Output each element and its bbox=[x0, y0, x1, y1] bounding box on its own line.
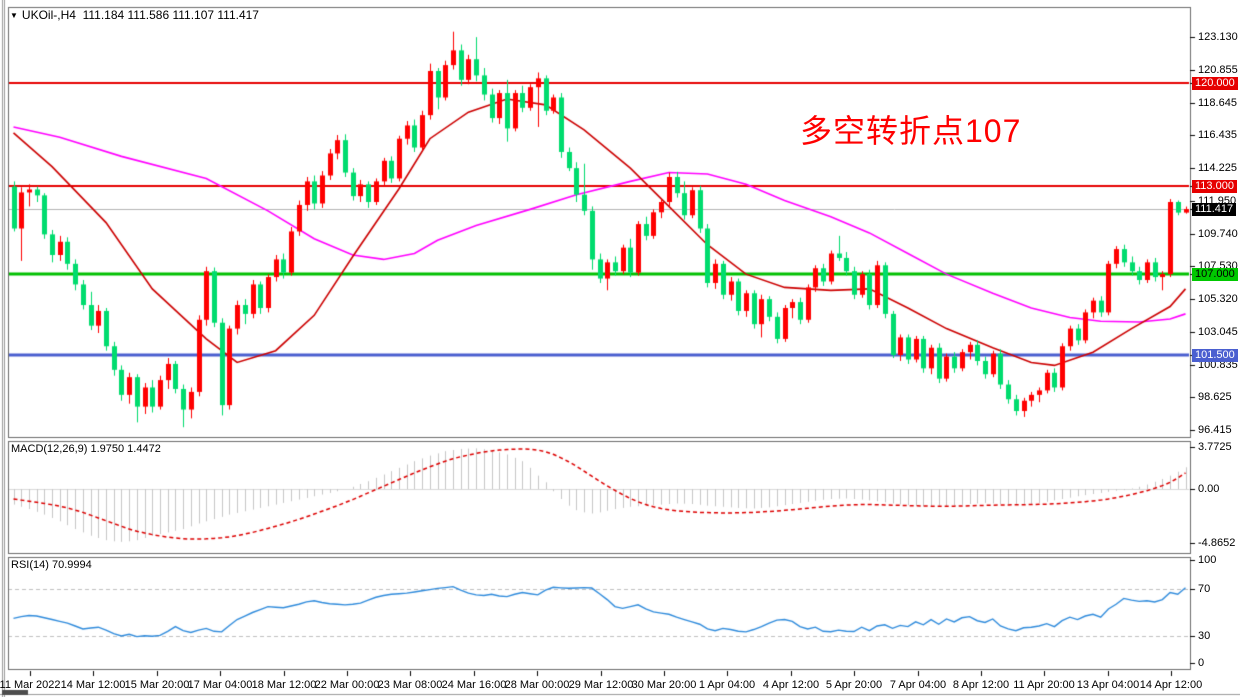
rsi-axis-label: 100 bbox=[1198, 554, 1217, 566]
price-axis-label: 120.855 bbox=[1198, 64, 1238, 76]
rsi-axis-label: 30 bbox=[1198, 630, 1211, 642]
price-axis-label: 96.415 bbox=[1198, 424, 1232, 436]
price-axis-label: 100.835 bbox=[1198, 359, 1238, 371]
time-axis-label: 11 Mar 2022 bbox=[0, 679, 61, 691]
time-axis-label: 28 Mar 00:00 bbox=[504, 679, 570, 691]
level-price-badge: 107.000 bbox=[1192, 268, 1238, 281]
time-axis-label: 14 Mar 12:00 bbox=[60, 679, 126, 691]
current-price-badge: 111.417 bbox=[1192, 203, 1237, 216]
time-axis-label: 1 Apr 04:00 bbox=[698, 679, 756, 691]
time-axis-label: 17 Mar 04:00 bbox=[187, 679, 253, 691]
time-axis-label: 29 Mar 12:00 bbox=[568, 679, 634, 691]
level-price-badge: 101.500 bbox=[1192, 349, 1238, 362]
price-axis-label: 116.435 bbox=[1198, 129, 1237, 141]
time-axis-label: 5 Apr 20:00 bbox=[825, 679, 883, 691]
chart-text-annotation[interactable]: 多空转折点107 bbox=[800, 113, 1022, 149]
price-axis-label: 118.645 bbox=[1198, 97, 1237, 109]
rsi-axis-label: 0 bbox=[1198, 657, 1205, 669]
time-axis-label: 11 Apr 20:00 bbox=[1013, 679, 1075, 691]
price-axis-label: 105.320 bbox=[1198, 293, 1238, 305]
macd-axis-label: 3.7725 bbox=[1198, 441, 1232, 453]
level-price-badge: 113.000 bbox=[1192, 180, 1237, 193]
time-axis-label: 22 Mar 00:00 bbox=[314, 679, 380, 691]
time-axis-label: 13 Apr 04:00 bbox=[1076, 679, 1140, 691]
symbol-collapse-icon[interactable]: ▼ bbox=[10, 11, 18, 20]
price-axis-label: 123.130 bbox=[1198, 31, 1238, 43]
symbol-ohlc-text: UKOil-,H4 111.184 111.586 111.107 111.41… bbox=[21, 8, 259, 22]
price-axis-label: 109.740 bbox=[1198, 228, 1238, 240]
time-axis-label: 15 Mar 20:00 bbox=[124, 679, 190, 691]
time-axis-label: 23 Mar 08:00 bbox=[377, 679, 443, 691]
macd-indicator-label: MACD(12,26,9) 1.9750 1.4472 bbox=[11, 443, 161, 455]
price-axis-label: 98.625 bbox=[1198, 391, 1232, 403]
level-price-badge: 120.000 bbox=[1192, 77, 1238, 90]
time-axis-label: 8 Apr 12:00 bbox=[952, 679, 1010, 691]
price-axis-label: 103.045 bbox=[1198, 326, 1238, 338]
macd-axis-label: 0.00 bbox=[1198, 483, 1220, 495]
time-axis-label: 18 Mar 12:00 bbox=[251, 679, 317, 691]
time-axis-label: 24 Mar 16:00 bbox=[441, 679, 507, 691]
time-axis-label: 14 Apr 12:00 bbox=[1139, 679, 1203, 691]
rsi-axis-label: 70 bbox=[1198, 583, 1211, 595]
rsi-indicator-label: RSI(14) 70.9994 bbox=[11, 559, 92, 571]
time-axis-label: 4 Apr 12:00 bbox=[762, 679, 820, 691]
price-axis-label: 114.225 bbox=[1198, 162, 1237, 174]
symbol-ohlc-line: ▼ UKOil-,H4 111.184 111.586 111.107 111.4… bbox=[10, 9, 259, 22]
time-axis-label: 7 Apr 04:00 bbox=[889, 679, 947, 691]
macd-axis-label: -4.8652 bbox=[1198, 537, 1236, 549]
time-axis-label: 30 Mar 20:00 bbox=[631, 679, 697, 691]
